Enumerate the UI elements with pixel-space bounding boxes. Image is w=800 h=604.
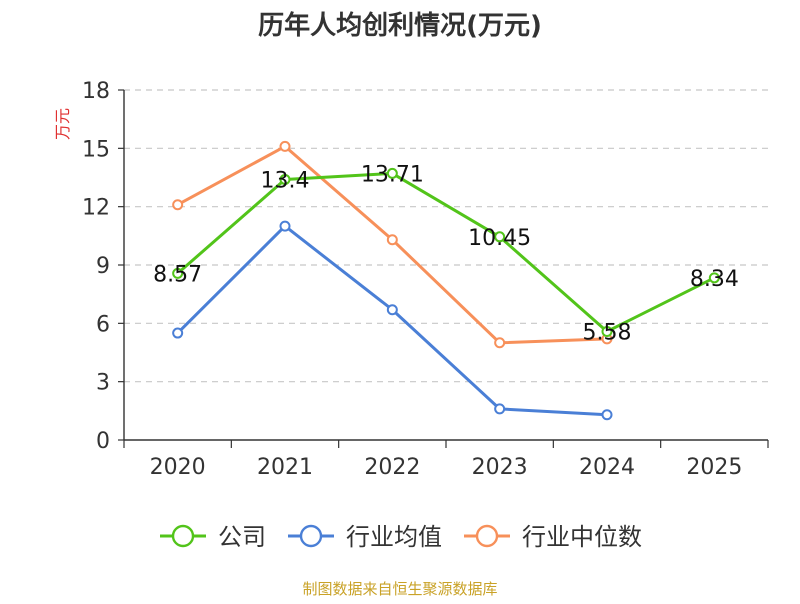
data-point <box>601 326 613 337</box>
x-tick-labels: 2020 2021 2022 2023 2024 2025 <box>123 440 769 480</box>
y-axis-label: 万元 <box>53 108 72 140</box>
y-tick-label: 9 <box>96 254 110 279</box>
data-point <box>494 337 506 349</box>
data-label: 13.71 <box>361 162 424 187</box>
legend-label: 行业均值 <box>346 523 442 551</box>
data-label: 13.4 <box>261 168 310 193</box>
data-label: 8.57 <box>153 262 202 287</box>
data-point <box>386 304 398 316</box>
data-label: 10.45 <box>468 226 531 251</box>
y-tick-label: 3 <box>96 371 110 396</box>
series-line-0 <box>176 171 716 333</box>
x-tick-label: 2020 <box>150 455 206 480</box>
data-point <box>601 409 613 421</box>
source-note: 制图数据来自恒生聚源数据库 <box>302 580 497 598</box>
x-tick-label: 2021 <box>257 455 313 480</box>
x-tick-label: 2023 <box>472 455 528 480</box>
legend-marker <box>171 524 195 548</box>
data-point <box>708 272 720 284</box>
x-tick-label: 2022 <box>364 455 420 480</box>
data-labels: 8.57 13.4 13.71 10.45 5.58 8.34 <box>153 162 739 345</box>
series-lines <box>172 140 720 421</box>
x-tick-label: 2025 <box>686 455 742 480</box>
y-tick-label: 15 <box>82 137 110 162</box>
data-point <box>172 199 184 211</box>
y-tick-label: 0 <box>96 429 110 454</box>
legend: 公司 行业均值 行业中位数 <box>160 523 642 551</box>
chart-title: 历年人均创利情况(万元) <box>258 10 542 41</box>
data-point <box>279 220 291 232</box>
data-point <box>172 327 184 339</box>
x-tick-label: 2024 <box>579 455 635 480</box>
data-point <box>386 167 398 179</box>
data-label: 8.34 <box>690 267 739 292</box>
legend-marker <box>475 524 499 548</box>
legend-label: 公司 <box>218 523 266 551</box>
y-tick-labels: 0 3 6 9 12 15 18 <box>82 79 124 454</box>
legend-marker <box>299 524 323 548</box>
data-point <box>172 267 184 279</box>
data-point <box>386 234 398 246</box>
data-point <box>494 231 506 243</box>
data-point <box>279 173 291 185</box>
data-point <box>279 140 291 152</box>
y-tick-label: 6 <box>96 312 110 337</box>
y-tick-label: 12 <box>82 196 110 221</box>
data-label: 5.58 <box>583 321 632 346</box>
y-tick-label: 18 <box>82 79 110 104</box>
series-line-1 <box>176 224 608 417</box>
data-point <box>494 403 506 415</box>
legend-label: 行业中位数 <box>522 523 642 551</box>
